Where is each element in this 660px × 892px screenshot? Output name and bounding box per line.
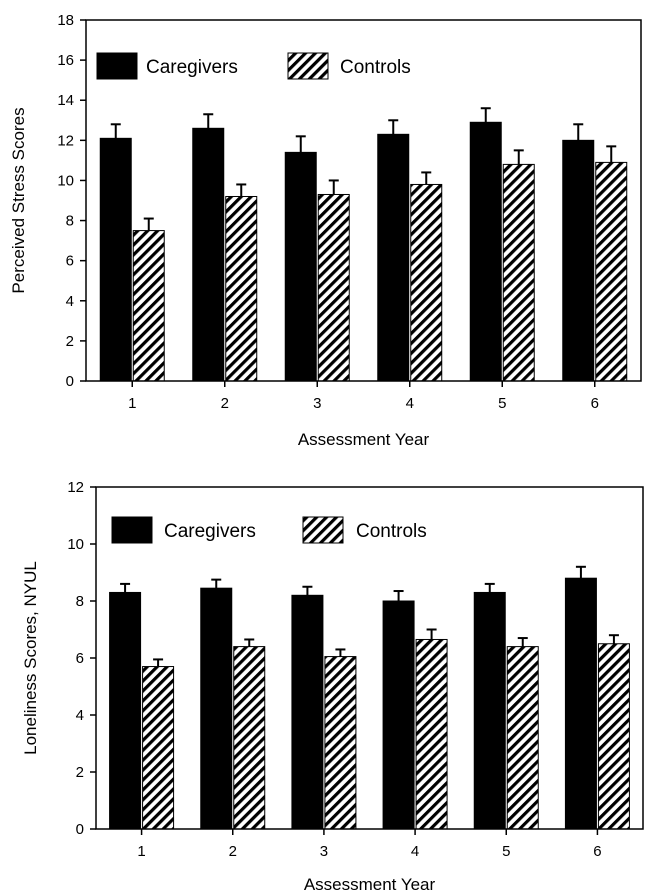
y-tick-label: 8: [66, 213, 74, 230]
y-axis-title: Perceived Stress Scores: [9, 107, 28, 293]
x-tick-label: 6: [591, 395, 599, 412]
y-tick-label: 18: [57, 12, 74, 29]
y-tick-label: 4: [76, 707, 84, 724]
bar-controls-year-2: [233, 646, 266, 830]
bar-controls-year-5: [502, 163, 535, 382]
legend-swatch-caregivers: [96, 52, 138, 80]
legend-swatch-controls: [287, 52, 329, 80]
plot-frame: [85, 19, 642, 382]
bar-controls-year-4: [415, 638, 448, 830]
y-tick-label: 0: [66, 373, 74, 390]
x-tick-label: 2: [229, 843, 237, 860]
bar-controls-year-5: [506, 646, 539, 830]
bar-caregivers-year-6: [562, 139, 595, 382]
y-tick-label: 16: [57, 52, 74, 69]
x-tick-label: 3: [320, 843, 328, 860]
bar-caregivers-year-3: [291, 594, 324, 830]
x-tick-label: 5: [502, 843, 510, 860]
y-tick-label: 10: [57, 172, 74, 189]
x-tick-label: 3: [313, 395, 321, 412]
y-axis-title: Loneliness Scores, NYUL: [21, 561, 40, 755]
bar-controls-year-6: [597, 643, 630, 830]
y-tick-label: 8: [76, 593, 84, 610]
y-tick-label: 12: [57, 132, 74, 149]
bar-caregivers-year-4: [377, 133, 410, 382]
bar-caregivers-year-2: [200, 587, 233, 830]
x-axis-title: Assessment Year: [304, 875, 436, 892]
y-tick-label: 12: [67, 479, 84, 496]
legend-label-controls: Controls: [356, 521, 427, 542]
bar-caregivers-year-1: [109, 591, 142, 830]
y-tick-label: 14: [57, 92, 74, 109]
bar-controls-year-4: [410, 183, 443, 382]
x-tick-label: 4: [406, 395, 414, 412]
y-tick-label: 6: [66, 253, 74, 270]
legend-label-caregivers: Caregivers: [164, 521, 256, 542]
y-tick-label: 6: [76, 650, 84, 667]
x-axis-title: Assessment Year: [298, 430, 430, 449]
y-tick-label: 4: [66, 293, 74, 310]
legend-swatch-controls: [302, 516, 344, 544]
bar-caregivers-year-1: [99, 137, 132, 382]
bar-caregivers-year-3: [284, 151, 317, 382]
bar-caregivers-year-5: [473, 591, 506, 830]
x-tick-label: 1: [137, 843, 145, 860]
bar-controls-year-2: [225, 195, 258, 382]
y-tick-label: 2: [66, 333, 74, 350]
bar-caregivers-year-5: [469, 121, 502, 382]
bar-controls-year-1: [142, 666, 175, 830]
bar-controls-year-3: [324, 656, 357, 830]
bar-controls-year-6: [595, 161, 628, 382]
legend-label-controls: Controls: [340, 57, 411, 78]
x-tick-label: 4: [411, 843, 419, 860]
bar-controls-year-1: [132, 230, 165, 382]
x-tick-label: 1: [128, 395, 136, 412]
bar-caregivers-year-4: [382, 600, 415, 830]
y-tick-label: 2: [76, 764, 84, 781]
bar-caregivers-year-6: [564, 577, 597, 830]
legend-swatch-caregivers: [111, 516, 153, 544]
x-tick-label: 2: [221, 395, 229, 412]
bar-caregivers-year-2: [192, 127, 225, 382]
bar-controls-year-3: [317, 193, 350, 382]
x-tick-label: 5: [498, 395, 506, 412]
y-tick-label: 10: [67, 536, 84, 553]
legend-label-caregivers: Caregivers: [146, 57, 238, 78]
x-tick-label: 6: [593, 843, 601, 860]
y-tick-label: 0: [76, 821, 84, 838]
